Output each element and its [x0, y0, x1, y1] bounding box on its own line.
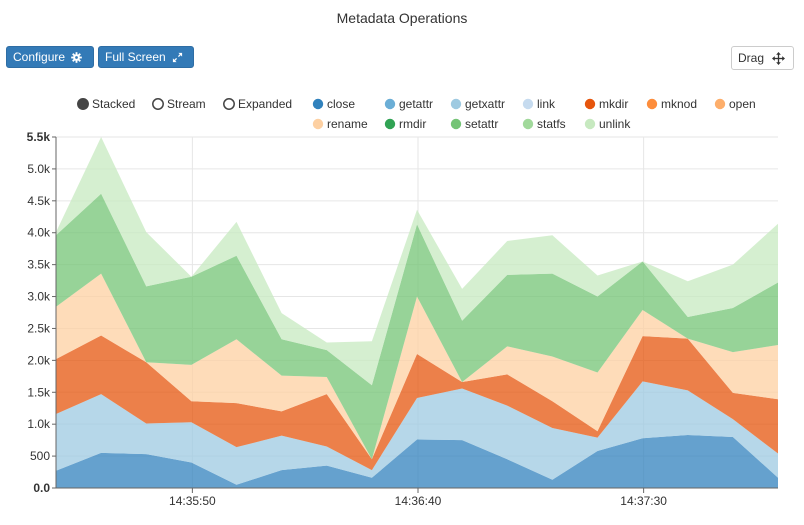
legend-item-rename[interactable]: rename — [312, 117, 368, 131]
legend-label-getattr: getattr — [399, 97, 433, 111]
legend-item-statfs[interactable]: statfs — [522, 117, 566, 131]
mode-controls: Stacked Stream Expanded — [77, 97, 292, 111]
x-tick-label: 14:36:40 — [395, 494, 442, 508]
legend-swatch-mknod — [646, 98, 658, 110]
mode-expanded[interactable]: Expanded — [223, 97, 292, 111]
y-tick-label: 4.0k — [27, 226, 51, 240]
legend-label-rmdir: rmdir — [399, 117, 426, 131]
legend-label-setattr: setattr — [465, 117, 498, 131]
y-tick-label: 2.5k — [27, 321, 51, 335]
mode-expanded-radio[interactable] — [223, 98, 235, 110]
legend-item-unlink[interactable]: unlink — [584, 117, 632, 131]
chart-areas — [56, 137, 778, 488]
full-screen-button[interactable]: Full Screen — [98, 46, 194, 68]
legend-item-mkdir[interactable]: mkdir — [584, 97, 629, 111]
y-tick-label: 3.0k — [27, 290, 51, 304]
legend-label-link: link — [537, 97, 556, 111]
legend-label-close: close — [327, 97, 355, 111]
mode-stacked-radio[interactable] — [77, 98, 89, 110]
mode-stacked[interactable]: Stacked — [77, 97, 136, 111]
y-tick-label: 5.5k — [27, 130, 51, 144]
x-tick-label: 14:37:30 — [620, 494, 667, 508]
legend-swatch-open — [714, 98, 726, 110]
legend-item-rmdir[interactable]: rmdir — [384, 117, 427, 131]
mode-stream-label: Stream — [167, 97, 206, 111]
legend-swatch-mkdir — [584, 98, 596, 110]
legend-item-close[interactable]: close — [312, 97, 356, 111]
legend-label-mkdir: mkdir — [599, 97, 628, 111]
y-tick-label: 500 — [30, 449, 50, 463]
y-tick-label: 5.0k — [27, 162, 51, 176]
chart-legend: close getattr getxattr link mkdir mknod open re… — [312, 97, 756, 131]
x-tick-label: 14:35:50 — [169, 494, 216, 508]
legend-label-getxattr: getxattr — [465, 97, 505, 111]
legend-swatch-rename — [312, 118, 324, 130]
legend-swatch-unlink — [584, 118, 596, 130]
x-axis: 14:35:50 14:36:40 14:37:30 — [56, 487, 778, 508]
legend-swatch-getxattr — [450, 98, 462, 110]
area-setattr[interactable] — [56, 193, 778, 460]
legend-label-mknod: mknod — [661, 97, 697, 111]
legend-swatch-close — [312, 98, 324, 110]
y-tick-label: 1.0k — [27, 417, 51, 431]
move-arrows-icon — [772, 51, 786, 65]
mode-stream[interactable]: Stream — [152, 97, 206, 111]
drag-button[interactable]: Drag — [731, 46, 794, 70]
full-screen-button-label: Full Screen — [105, 50, 166, 64]
legend-swatch-statfs — [522, 118, 534, 130]
legend-label-rename: rename — [327, 117, 368, 131]
legend-label-unlink: unlink — [599, 117, 631, 131]
legend-swatch-rmdir — [384, 118, 396, 130]
mode-stacked-label: Stacked — [92, 97, 135, 111]
gear-icon — [71, 51, 82, 63]
configure-button-label: Configure — [13, 50, 66, 64]
expand-icon — [172, 52, 182, 62]
y-axis: 0.0 500 1.0k 1.5k 2.0k 2.5k 3.0k 3.5k 4.0k 4.5k 5.… — [27, 130, 57, 495]
y-tick-label: 1.5k — [27, 385, 51, 399]
legend-swatch-setattr — [450, 118, 462, 130]
y-tick-label: 4.5k — [27, 194, 51, 208]
legend-swatch-link — [522, 98, 534, 110]
legend-label-statfs: statfs — [537, 117, 566, 131]
mode-stream-radio[interactable] — [152, 98, 164, 110]
y-tick-label: 3.5k — [27, 258, 51, 272]
mode-expanded-label: Expanded — [238, 97, 292, 111]
y-tick-label: 2.0k — [27, 353, 51, 367]
legend-swatch-getattr — [384, 98, 396, 110]
area-close[interactable] — [56, 435, 778, 488]
legend-label-open: open — [729, 97, 756, 111]
area-getxattr[interactable] — [56, 381, 778, 485]
legend-item-link[interactable]: link — [522, 97, 556, 111]
page-title: Metadata Operations — [336, 10, 468, 26]
y-tick-label: 0.0 — [33, 481, 50, 495]
legend-item-getattr[interactable]: getattr — [384, 97, 433, 111]
configure-button[interactable]: Configure — [6, 46, 94, 68]
legend-item-mknod[interactable]: mknod — [646, 97, 697, 111]
legend-item-setattr[interactable]: setattr — [450, 117, 499, 131]
legend-item-getxattr[interactable]: getxattr — [450, 97, 505, 111]
area-mkdir[interactable] — [56, 335, 778, 471]
area-rename[interactable] — [56, 273, 778, 460]
drag-button-label: Drag — [738, 51, 765, 65]
legend-item-open[interactable]: open — [714, 97, 756, 111]
